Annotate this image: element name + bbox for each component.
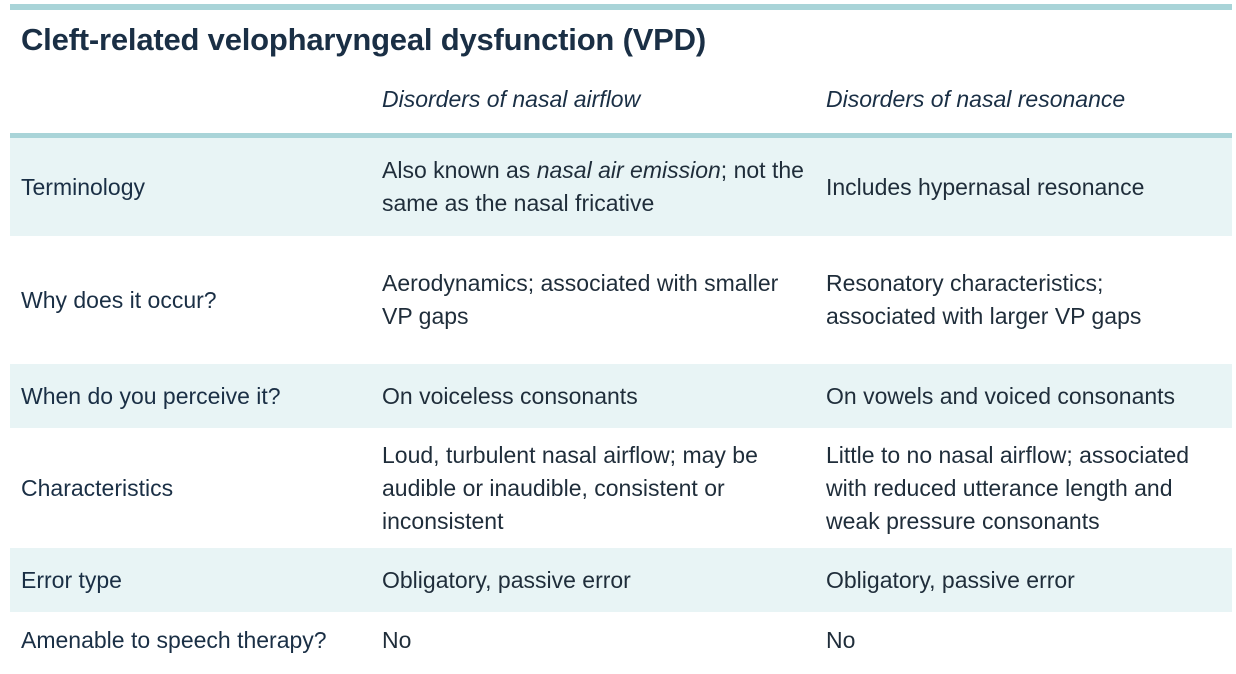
cell-nasal-airflow: No [382,612,812,668]
cell-text: No [382,626,412,653]
text-prefix: Also known as [382,157,537,183]
header-rule [10,133,1232,138]
emphasized-term: nasal air emission [536,157,721,183]
cell-nasal-resonance: Obligatory, passive error [826,548,1226,612]
row-label: Error type [21,548,376,612]
top-rule [10,4,1232,10]
cell-nasal-airflow: Obligatory, passive error [382,548,812,612]
text-suffix: ; not the same as the nasal fricative [382,157,804,216]
cell-nasal-resonance: On vowels and voiced consonants [826,364,1226,428]
cell-text: Loud, turbulent nasal airflow; may be au… [382,441,758,534]
cell-text: Also known as nasal air emission; not th… [382,154,812,220]
table-row-error-type: Error type Obligatory, passive error Obl… [10,548,1232,612]
table-row-why-does-it-occur: Why does it occur? Aerodynamics; associa… [10,236,1232,364]
row-label-text: Error type [21,566,122,593]
row-label-text: Why does it occur? [21,286,217,313]
row-label: Terminology [21,138,376,236]
cell-text: Little to no nasal airflow; associated w… [826,441,1190,534]
cell-text: On vowels and voiced consonants [826,382,1176,409]
row-label: Amenable to speech therapy? [21,612,376,668]
cell-text: No [826,626,856,653]
table-row-amenable-to-therapy: Amenable to speech therapy? No No [10,612,1232,668]
table-row-characteristics: Characteristics Loud, turbulent nasal ai… [10,428,1232,548]
cell-text: Includes hypernasal resonance [826,173,1145,200]
row-label-text: Amenable to speech therapy? [21,626,327,653]
column-header-nasal-airflow: Disorders of nasal airflow [382,86,641,112]
cell-text: Aerodynamics; associated with smaller VP… [382,270,779,329]
cell-nasal-resonance: No [826,612,1226,668]
cell-text: On voiceless consonants [382,382,638,409]
row-label-text: When do you perceive it? [21,382,281,409]
row-label-text: Terminology [21,173,145,200]
cell-text: Obligatory, passive error [826,566,1075,593]
table-row-when-perceived: When do you perceive it? On voiceless co… [10,364,1232,428]
cell-nasal-airflow: Also known as nasal air emission; not th… [382,138,812,236]
cell-nasal-resonance: Little to no nasal airflow; associated w… [826,428,1226,548]
cell-nasal-airflow: On voiceless consonants [382,364,812,428]
cell-text: Resonatory characteristics; associated w… [826,270,1142,329]
table-title: Cleft-related velopharyngeal dysfunction… [21,22,706,57]
cell-nasal-airflow: Aerodynamics; associated with smaller VP… [382,236,812,364]
cell-text: Obligatory, passive error [382,566,631,593]
cell-nasal-resonance: Includes hypernasal resonance [826,138,1226,236]
column-header-nasal-resonance: Disorders of nasal resonance [826,86,1126,112]
row-label: Why does it occur? [21,236,376,364]
cell-nasal-resonance: Resonatory characteristics; associated w… [826,236,1226,364]
row-label: Characteristics [21,428,376,548]
row-label: When do you perceive it? [21,364,376,428]
cell-nasal-airflow: Loud, turbulent nasal airflow; may be au… [382,428,812,548]
row-label-text: Characteristics [21,474,174,501]
table-row-terminology: Terminology Also known as nasal air emis… [10,138,1232,236]
